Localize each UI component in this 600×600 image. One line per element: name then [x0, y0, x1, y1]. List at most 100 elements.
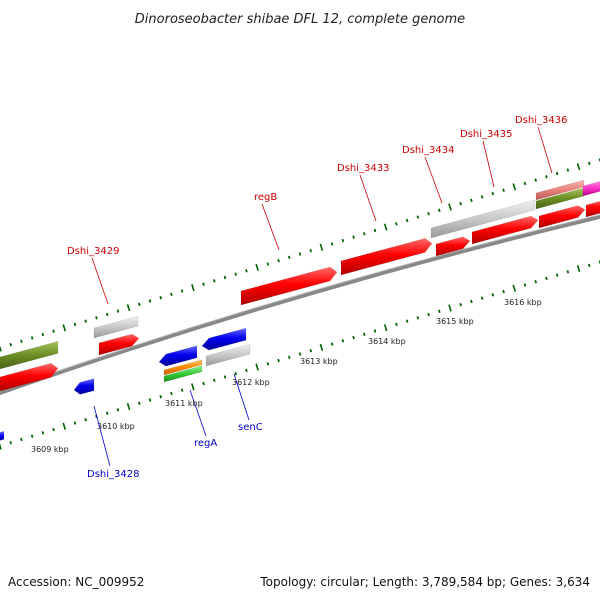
gene-label-senc[interactable]: senC	[238, 422, 263, 433]
outer-track-major-tick	[191, 283, 195, 292]
outer-track-minor-tick	[180, 289, 184, 293]
gene-feature-dshi-3429	[93, 315, 139, 339]
inner-track-minor-tick	[105, 411, 109, 415]
inner-track-minor-tick	[555, 273, 559, 277]
inner-track-minor-tick	[405, 319, 409, 323]
outer-track-minor-tick	[362, 232, 366, 236]
gene-label-dshi-3434[interactable]: Dshi_3434	[402, 145, 454, 156]
orange-feature-rega	[163, 359, 203, 376]
inner-track-minor-tick	[362, 332, 366, 336]
inner-track-minor-tick	[234, 372, 238, 376]
cds-feature-dshi-3434	[435, 236, 471, 257]
outer-track-minor-tick	[148, 299, 152, 303]
outer-track-major-tick	[512, 183, 517, 191]
inner-track-major-tick	[126, 402, 131, 411]
gene-label-regb[interactable]: regB	[254, 192, 277, 203]
outer-track-minor-tick	[416, 215, 420, 219]
inner-track-major-tick	[576, 264, 581, 273]
inner-track-minor-tick	[137, 401, 141, 405]
inner-track-minor-tick	[9, 441, 13, 445]
inner-track-minor-tick	[523, 283, 527, 287]
inner-track-minor-tick	[212, 378, 216, 382]
inner-track-minor-tick	[545, 276, 548, 281]
cds-feature-dshi-3436	[538, 205, 586, 229]
cds-feature	[0, 430, 5, 441]
cds-feature	[585, 200, 600, 218]
leader-dshi-3428	[93, 405, 111, 467]
gene-label-dshi-3435[interactable]: Dshi_3435	[460, 129, 512, 140]
outer-track-major-tick	[576, 163, 581, 171]
inner-track-minor-tick	[245, 368, 248, 373]
inner-track-major-tick	[0, 443, 2, 450]
outer-track-major-tick	[126, 304, 131, 312]
outer-track-minor-tick	[245, 269, 248, 273]
inner-track-minor-tick	[277, 358, 280, 363]
leader-rega	[189, 389, 207, 437]
outer-track-minor-tick	[116, 309, 120, 313]
outer-track-minor-tick	[373, 228, 377, 233]
leader-dshi-3434	[424, 156, 443, 204]
inner-track-minor-tick	[202, 381, 205, 386]
inner-track-minor-tick	[287, 355, 291, 359]
inner-track-minor-tick	[20, 437, 23, 442]
accession-text: Accession: NC_009952	[8, 575, 144, 589]
outer-track-minor-tick	[73, 322, 77, 327]
outer-track-minor-tick	[234, 272, 238, 276]
inner-track-minor-tick	[180, 388, 184, 392]
cds-feature-dshi-3433	[340, 238, 433, 276]
outer-track-minor-tick	[341, 238, 345, 243]
olive-feature	[0, 341, 59, 370]
tick-label-3612: 3612 kbp	[232, 378, 270, 387]
genome-summary-text: Topology: circular; Length: 3,789,584 bp…	[259, 575, 590, 589]
inner-track-minor-tick	[352, 335, 355, 340]
gene-label-dshi-3436[interactable]: Dshi_3436	[515, 115, 567, 126]
gene-feature-senc	[205, 343, 251, 367]
outer-track-minor-tick	[287, 255, 291, 260]
outer-track-minor-tick	[41, 332, 45, 337]
inner-track-minor-tick	[427, 312, 430, 317]
inner-track-major-tick	[319, 343, 324, 352]
outer-track-minor-tick	[330, 242, 334, 246]
outer-track-minor-tick	[212, 279, 216, 283]
outer-track-minor-tick	[470, 198, 473, 202]
outer-track-minor-tick	[95, 316, 98, 320]
outer-track-major-tick	[62, 324, 67, 332]
outer-track-minor-tick	[20, 339, 23, 343]
leader-dshi-3433	[359, 174, 377, 222]
leader-senc	[233, 373, 250, 421]
outer-track-minor-tick	[159, 295, 163, 300]
outer-track-minor-tick	[480, 195, 484, 199]
pink-feature	[582, 181, 600, 197]
inner-track-minor-tick	[491, 293, 495, 297]
gene-label-rega[interactable]: regA	[194, 438, 217, 449]
inner-track-minor-tick	[73, 421, 77, 425]
leader-dshi-3429	[91, 257, 109, 305]
green-feature-rega	[163, 365, 203, 383]
outer-track-minor-tick	[170, 292, 173, 296]
inner-tick-track	[0, 260, 600, 450]
gene-label-dshi-3433[interactable]: Dshi_3433	[337, 163, 389, 174]
inner-track-minor-tick	[437, 309, 441, 313]
inner-track-minor-tick	[341, 339, 345, 343]
cds-feature	[0, 362, 59, 392]
inner-track-minor-tick	[534, 280, 538, 284]
gene-label-dshi-3429[interactable]: Dshi_3429	[67, 246, 119, 257]
inner-track-major-tick	[512, 284, 517, 292]
outer-track-minor-tick	[266, 262, 270, 266]
inner-track-minor-tick	[587, 263, 591, 267]
inner-track-minor-tick	[41, 431, 45, 435]
tick-label-3616: 3616 kbp	[504, 298, 542, 307]
outer-track-minor-tick	[427, 212, 430, 216]
outer-track-minor-tick	[9, 342, 13, 347]
genome-backbone-highlight	[0, 214, 600, 392]
gene-label-dshi-3428[interactable]: Dshi_3428	[87, 469, 139, 480]
cds-feature-regb	[240, 266, 338, 306]
outer-tick-track	[0, 158, 600, 352]
olive-feature	[535, 187, 585, 210]
outer-track-major-tick	[448, 203, 452, 211]
tick-label-3610: 3610 kbp	[97, 422, 135, 431]
gene-feature-dshi-3434	[430, 199, 536, 239]
inner-track-major-tick	[255, 363, 259, 371]
cds-feature-dshi-3428	[73, 378, 95, 395]
